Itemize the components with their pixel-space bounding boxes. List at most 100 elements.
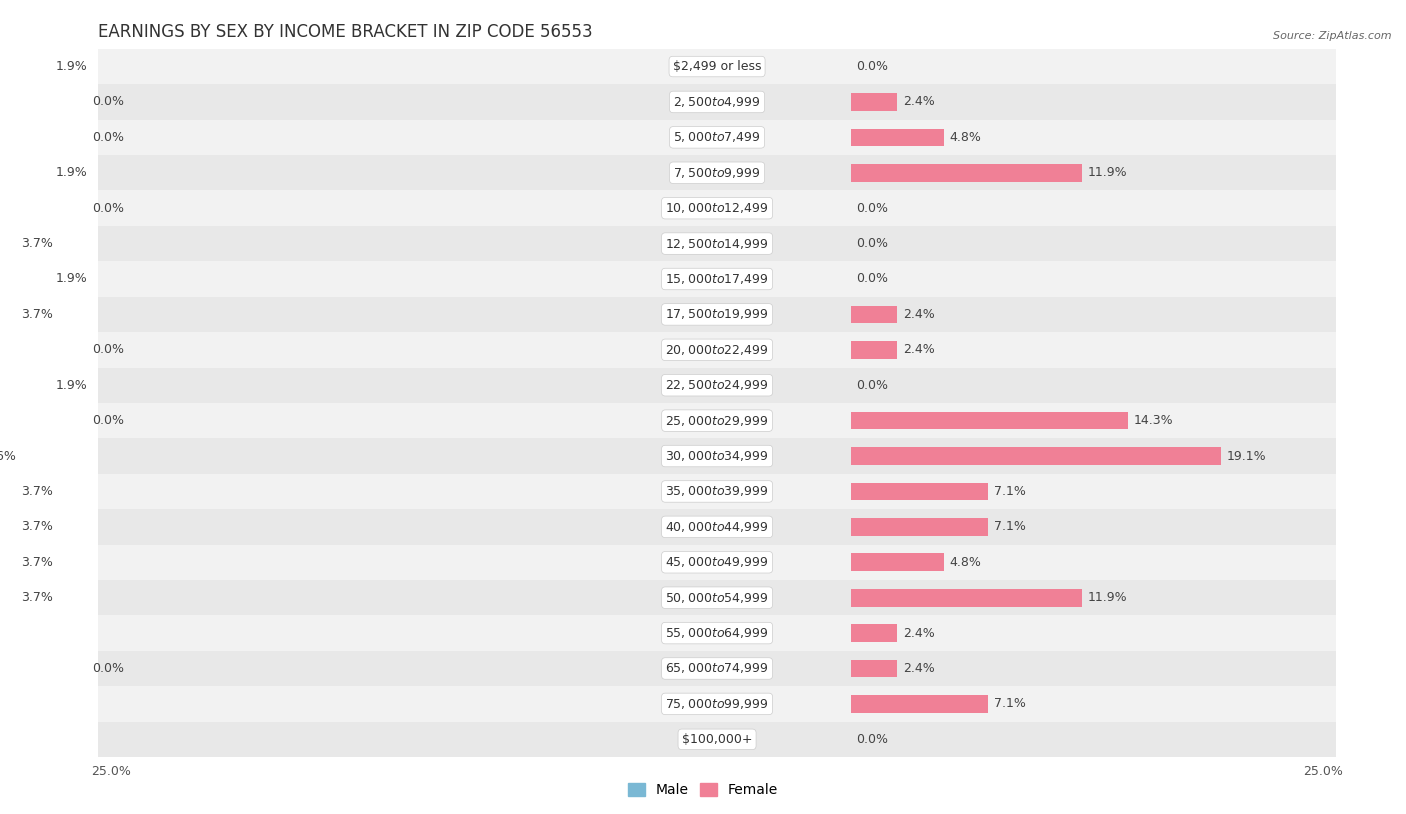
Bar <box>851 483 988 501</box>
Bar <box>851 49 1336 85</box>
Bar <box>62 270 98 288</box>
Text: 0.0%: 0.0% <box>856 202 889 215</box>
Bar <box>851 296 1336 332</box>
Text: 25.0%: 25.0% <box>1303 765 1343 778</box>
Text: 0.0%: 0.0% <box>93 131 125 144</box>
Text: 2.4%: 2.4% <box>903 344 935 357</box>
Bar <box>851 721 1336 757</box>
Bar <box>98 225 583 261</box>
Bar <box>98 85 583 120</box>
Text: $100,000+: $100,000+ <box>682 733 752 746</box>
Bar <box>583 296 851 332</box>
Bar <box>583 686 851 722</box>
Bar <box>98 510 583 545</box>
Bar <box>851 341 897 359</box>
Text: $35,000 to $39,999: $35,000 to $39,999 <box>665 484 769 498</box>
Bar <box>0 447 98 465</box>
Text: 0.0%: 0.0% <box>93 662 125 675</box>
Bar <box>583 615 851 651</box>
Bar <box>851 474 1336 510</box>
Text: 7.1%: 7.1% <box>994 698 1026 711</box>
Bar <box>98 261 583 296</box>
Text: 14.3%: 14.3% <box>1133 414 1174 427</box>
Bar <box>583 368 851 403</box>
Text: 1.9%: 1.9% <box>56 60 87 73</box>
Bar <box>0 730 98 748</box>
Bar <box>583 155 851 190</box>
Text: 3.7%: 3.7% <box>21 591 52 604</box>
Text: 5.6%: 5.6% <box>0 449 15 462</box>
Bar <box>851 624 897 642</box>
Text: $17,500 to $19,999: $17,500 to $19,999 <box>665 308 769 322</box>
Bar <box>98 368 583 403</box>
Text: 7.1%: 7.1% <box>994 485 1026 498</box>
Bar <box>851 368 1336 403</box>
Bar <box>851 93 897 111</box>
Bar <box>851 695 988 713</box>
Bar <box>98 403 583 438</box>
Bar <box>851 438 1336 474</box>
Bar <box>98 721 583 757</box>
Bar <box>851 412 1128 430</box>
Text: $75,000 to $99,999: $75,000 to $99,999 <box>665 697 769 711</box>
Bar <box>851 155 1336 190</box>
Bar <box>62 164 98 182</box>
Bar <box>851 686 1336 722</box>
Bar <box>583 120 851 155</box>
Bar <box>27 234 98 252</box>
Text: 1.9%: 1.9% <box>56 273 87 286</box>
Bar <box>583 403 851 438</box>
Bar <box>583 225 851 261</box>
Bar <box>583 438 851 474</box>
Text: $15,000 to $17,499: $15,000 to $17,499 <box>665 272 769 286</box>
Bar <box>98 49 583 85</box>
Text: 4.8%: 4.8% <box>949 556 981 569</box>
Bar <box>98 580 583 615</box>
Text: 3.7%: 3.7% <box>21 237 52 250</box>
Bar <box>851 580 1336 615</box>
Bar <box>851 447 1222 465</box>
Bar <box>98 120 583 155</box>
Bar <box>98 651 583 686</box>
Bar <box>851 651 1336 686</box>
Text: $2,499 or less: $2,499 or less <box>673 60 761 73</box>
Bar <box>98 438 583 474</box>
Bar <box>98 615 583 651</box>
Text: $20,000 to $22,499: $20,000 to $22,499 <box>665 343 769 357</box>
Bar <box>851 85 1336 120</box>
Bar <box>27 589 98 606</box>
Bar <box>98 332 583 368</box>
Bar <box>851 554 943 571</box>
Bar <box>98 474 583 510</box>
Bar <box>851 332 1336 368</box>
Text: 0.0%: 0.0% <box>856 60 889 73</box>
Text: $40,000 to $44,999: $40,000 to $44,999 <box>665 520 769 534</box>
Legend: Male, Female: Male, Female <box>623 778 783 803</box>
Text: $45,000 to $49,999: $45,000 to $49,999 <box>665 555 769 569</box>
Text: 11.9%: 11.9% <box>1087 591 1128 604</box>
Text: $65,000 to $74,999: $65,000 to $74,999 <box>665 662 769 676</box>
Text: 0.0%: 0.0% <box>856 237 889 250</box>
Bar <box>27 483 98 501</box>
Bar <box>851 589 1081 606</box>
Text: 2.4%: 2.4% <box>903 95 935 108</box>
Bar <box>851 545 1336 580</box>
Text: 0.0%: 0.0% <box>856 733 889 746</box>
Bar <box>851 261 1336 296</box>
Bar <box>583 332 851 368</box>
Text: Source: ZipAtlas.com: Source: ZipAtlas.com <box>1274 31 1392 41</box>
Text: $12,500 to $14,999: $12,500 to $14,999 <box>665 237 769 251</box>
Text: 3.7%: 3.7% <box>21 308 52 321</box>
Bar <box>583 474 851 510</box>
Bar <box>583 545 851 580</box>
Bar <box>0 695 98 713</box>
Bar <box>27 518 98 536</box>
Bar <box>851 129 943 147</box>
Bar <box>851 120 1336 155</box>
Text: 1.9%: 1.9% <box>56 379 87 392</box>
Bar <box>0 624 98 642</box>
Text: $7,500 to $9,999: $7,500 to $9,999 <box>673 166 761 180</box>
Bar <box>851 518 988 536</box>
Bar <box>583 651 851 686</box>
Text: $50,000 to $54,999: $50,000 to $54,999 <box>665 591 769 605</box>
